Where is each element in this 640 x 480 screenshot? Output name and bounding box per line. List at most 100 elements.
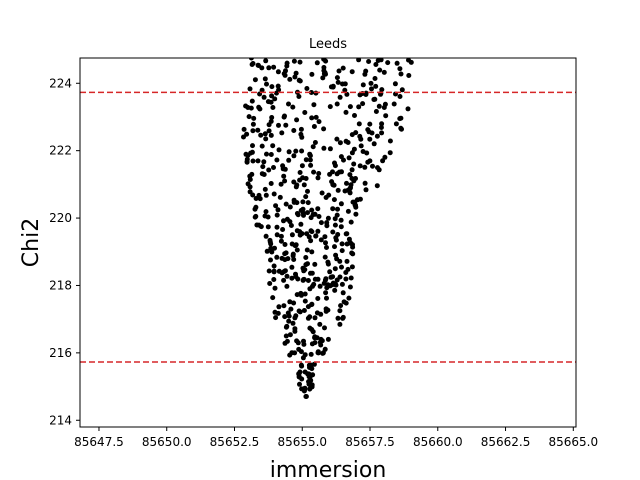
scatter-point xyxy=(316,119,322,125)
scatter-point xyxy=(292,243,298,249)
scatter-point xyxy=(303,262,309,268)
scatter-point xyxy=(344,258,350,264)
scatter-point xyxy=(379,121,385,127)
scatter-point xyxy=(299,148,305,154)
scatter-point xyxy=(374,133,380,139)
scatter-point xyxy=(259,171,265,177)
scatter-point xyxy=(368,80,374,86)
scatter-point xyxy=(272,96,278,102)
scatter-point xyxy=(245,105,251,110)
scatter-point xyxy=(381,69,387,75)
scatter-point xyxy=(286,318,292,324)
scatter-point xyxy=(353,202,358,208)
scatter-point xyxy=(318,237,324,243)
scatter-point xyxy=(266,268,272,274)
scatter-point xyxy=(264,81,269,87)
scatter-point xyxy=(297,381,302,387)
scatter-point xyxy=(247,184,253,190)
scatter-point xyxy=(273,315,279,321)
scatter-point xyxy=(321,65,327,70)
scatter-point xyxy=(317,321,323,327)
scatter-point xyxy=(301,308,307,313)
scatter-point xyxy=(250,192,256,198)
scatter-point xyxy=(315,349,321,355)
scatter-point xyxy=(356,121,362,127)
y-tick-label: 224 xyxy=(49,76,72,90)
scatter-point xyxy=(387,150,393,156)
scatter-point xyxy=(276,304,282,310)
scatter-point xyxy=(280,227,286,232)
scatter-point xyxy=(298,221,304,227)
scatter-point xyxy=(372,76,378,81)
scatter-point xyxy=(275,207,281,213)
scatter-point xyxy=(360,82,366,88)
scatter-point xyxy=(287,352,293,358)
scatter-point xyxy=(335,315,341,321)
scatter-point xyxy=(356,104,362,110)
scatter-point xyxy=(338,217,344,223)
scatter-point xyxy=(362,180,368,186)
scatter-point xyxy=(356,58,362,63)
scatter-point xyxy=(294,117,300,123)
scatter-point xyxy=(325,215,331,221)
scatter-point xyxy=(309,382,315,388)
scatter-point xyxy=(323,276,329,282)
scatter-point xyxy=(399,87,405,93)
scatter-point xyxy=(264,248,270,254)
scatter-point xyxy=(282,242,288,247)
scatter-point xyxy=(370,163,375,169)
x-tick-label: 85647.5 xyxy=(74,435,124,449)
scatter-point xyxy=(276,87,282,93)
scatter-point xyxy=(282,268,288,274)
scatter-point xyxy=(285,256,291,262)
scatter-point xyxy=(337,274,343,280)
scatter-point xyxy=(271,64,277,70)
scatter-point xyxy=(347,172,353,178)
scatter-point xyxy=(268,99,274,105)
scatter-point xyxy=(338,201,344,207)
scatter-point xyxy=(253,196,259,201)
scatter-point xyxy=(307,286,313,292)
scatter-point xyxy=(244,159,250,165)
scatter-point xyxy=(263,58,269,64)
scatter-point xyxy=(382,154,388,160)
scatter-point xyxy=(287,76,293,82)
x-tick-label: 85662.5 xyxy=(481,435,531,449)
scatter-point xyxy=(300,206,306,212)
scatter-point xyxy=(255,158,261,164)
scatter-point xyxy=(317,283,323,289)
scatter-point xyxy=(338,224,344,230)
scatter-point xyxy=(294,247,300,253)
scatter-point xyxy=(299,386,305,392)
scatter-point xyxy=(291,257,297,262)
scatter-point xyxy=(349,264,355,270)
scatter-point xyxy=(274,232,280,238)
scatter-point xyxy=(288,306,294,312)
scatter-point xyxy=(280,166,286,172)
y-tick-label: 220 xyxy=(49,211,72,225)
scatter-point xyxy=(282,178,288,184)
scatter-point xyxy=(267,237,273,243)
scatter-point xyxy=(312,276,318,282)
scatter-point xyxy=(277,194,283,200)
scatter-point xyxy=(341,157,346,163)
scatter-point xyxy=(397,94,403,99)
data-points xyxy=(241,58,414,399)
scatter-point xyxy=(335,206,340,212)
scatter-point xyxy=(305,210,310,216)
scatter-point xyxy=(287,299,293,305)
scatter-point xyxy=(241,134,246,140)
scatter-point xyxy=(360,101,366,107)
scatter-point xyxy=(340,65,346,71)
scatter-point xyxy=(348,219,354,225)
scatter-point xyxy=(330,83,336,89)
scatter-point xyxy=(312,261,318,267)
scatter-point xyxy=(338,303,344,309)
scatter-point xyxy=(351,161,357,167)
scatter-point xyxy=(406,73,412,78)
scatter-point xyxy=(263,136,269,142)
scatter-point xyxy=(260,164,266,170)
scatter-point xyxy=(262,131,268,137)
scatter-point xyxy=(352,113,357,118)
scatter-point xyxy=(253,213,259,219)
